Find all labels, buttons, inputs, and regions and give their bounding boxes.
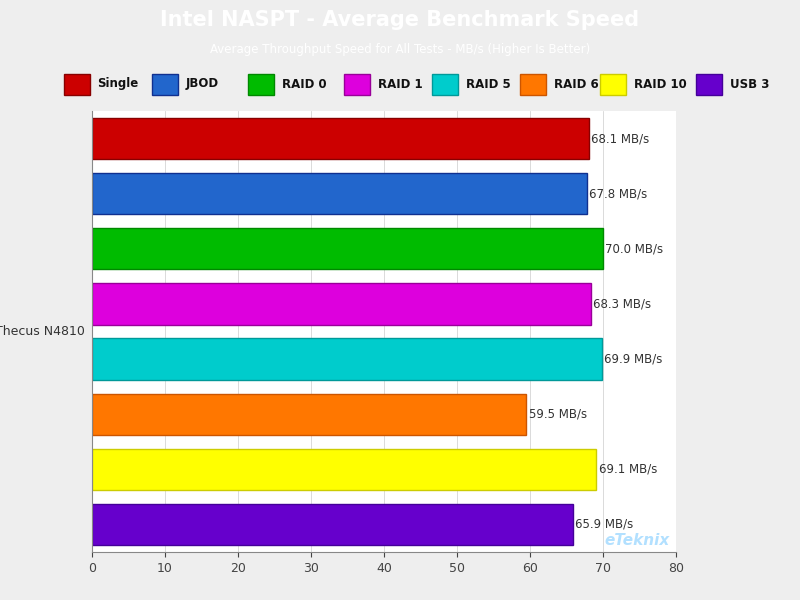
Bar xyxy=(520,73,546,94)
Bar xyxy=(432,73,458,94)
Bar xyxy=(92,449,597,490)
Text: RAID 0: RAID 0 xyxy=(282,77,326,91)
Text: 69.1 MB/s: 69.1 MB/s xyxy=(598,463,657,476)
Text: Single: Single xyxy=(98,77,139,91)
Bar xyxy=(92,173,587,214)
Bar xyxy=(92,228,603,269)
Text: 70.0 MB/s: 70.0 MB/s xyxy=(605,242,663,256)
Text: 68.1 MB/s: 68.1 MB/s xyxy=(591,132,650,145)
Text: 65.9 MB/s: 65.9 MB/s xyxy=(575,518,634,531)
Bar xyxy=(696,73,722,94)
Text: 59.5 MB/s: 59.5 MB/s xyxy=(529,407,586,421)
Text: JBOD: JBOD xyxy=(186,77,218,91)
Bar xyxy=(344,73,370,94)
Text: RAID 1: RAID 1 xyxy=(378,77,422,91)
Text: Average Throughput Speed for All Tests - MB/s (Higher Is Better): Average Throughput Speed for All Tests -… xyxy=(210,43,590,56)
Bar xyxy=(92,338,602,380)
Text: 69.9 MB/s: 69.9 MB/s xyxy=(605,353,663,365)
Text: USB 3: USB 3 xyxy=(730,77,769,91)
Text: RAID 6: RAID 6 xyxy=(554,77,598,91)
Bar xyxy=(64,73,90,94)
Bar xyxy=(92,394,526,435)
Text: RAID 5: RAID 5 xyxy=(466,77,510,91)
Bar xyxy=(248,73,274,94)
Bar xyxy=(92,283,590,325)
Bar xyxy=(92,118,589,159)
Text: 68.3 MB/s: 68.3 MB/s xyxy=(593,298,651,310)
Bar xyxy=(152,73,178,94)
Bar xyxy=(92,504,573,545)
Text: eTeknix: eTeknix xyxy=(605,533,670,548)
Bar xyxy=(600,73,626,94)
Text: 67.8 MB/s: 67.8 MB/s xyxy=(589,187,647,200)
Text: Intel NASPT - Average Benchmark Speed: Intel NASPT - Average Benchmark Speed xyxy=(161,10,639,30)
Text: Thecus N4810: Thecus N4810 xyxy=(0,325,84,338)
Text: RAID 10: RAID 10 xyxy=(634,77,686,91)
